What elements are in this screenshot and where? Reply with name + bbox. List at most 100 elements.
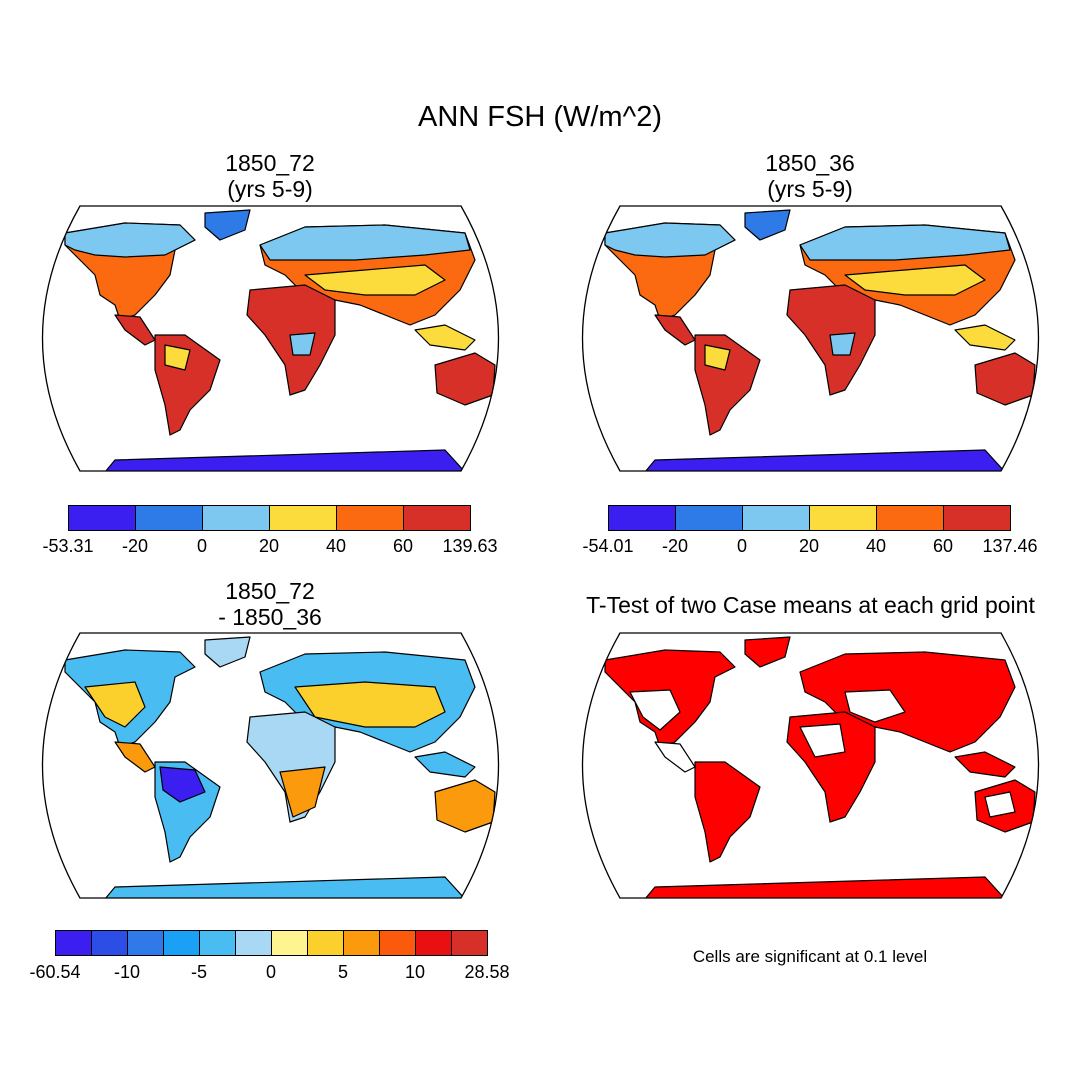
panel1-tick-label: 0	[196, 536, 208, 556]
panel3-colorbar-segment	[56, 931, 92, 955]
panel2-tick-label: -20	[661, 536, 689, 556]
panel3-colorbar	[55, 930, 488, 956]
panel1-tick-label: 60	[392, 536, 414, 556]
eurasia-mid-band	[304, 264, 446, 296]
panel3-colorbar-segment	[92, 931, 128, 955]
central-america-region	[114, 741, 156, 773]
panel3-tick-label: 5	[337, 962, 349, 982]
central-america-region	[114, 314, 156, 346]
africa-south	[279, 766, 326, 818]
panel2-title: 1850_36 (yrs 5-9)	[680, 150, 940, 202]
panel3-colorbar-segment	[200, 931, 236, 955]
greenland-region	[204, 636, 251, 668]
panel3-tick-label: -10	[113, 962, 141, 982]
north-america-north-band	[604, 222, 736, 258]
panel1-tick-label: 139.63	[442, 536, 498, 556]
panel1-colorbar-segment	[203, 506, 270, 530]
panel1-title-line1: 1850_72	[225, 150, 315, 176]
panel2-tick-label: 40	[865, 536, 887, 556]
panel3-colorbar-segment	[344, 931, 380, 955]
panel1-tick-label: 40	[325, 536, 347, 556]
panel2-colorbar-segment	[877, 506, 944, 530]
eurasia-mid-band	[844, 264, 986, 296]
panel2-tick-label: -54.01	[582, 536, 634, 556]
figure-title: ANN FSH (W/m^2)	[418, 101, 662, 133]
eurasia-mid-band	[294, 681, 446, 728]
panel2-colorbar-segment	[676, 506, 743, 530]
panel3-tick-label: -5	[190, 962, 208, 982]
panel2-tick-label: 137.46	[982, 536, 1038, 556]
south-america-inner	[704, 344, 731, 371]
panel2-tick-label: 0	[736, 536, 748, 556]
panel3-title-line1: 1850_72	[225, 578, 315, 604]
panel3-colorbar-segment	[272, 931, 308, 955]
north-america-mid	[84, 681, 146, 728]
antarctica-region	[644, 876, 1006, 898]
panel4-title: T-Test of two Case means at each grid po…	[586, 592, 1035, 618]
antarctica-region	[104, 449, 466, 471]
south-america-region	[694, 761, 761, 863]
greenland-region	[204, 209, 251, 241]
se-asia-region	[954, 324, 1016, 351]
panel1-colorbar-segment	[69, 506, 136, 530]
eurasia-region	[799, 651, 1016, 753]
panel3-title-line2: - 1850_36	[218, 604, 322, 630]
south-america-inner	[164, 344, 191, 371]
panel1-tick-label: -53.31	[42, 536, 94, 556]
greenland-region	[744, 636, 791, 668]
panel2-title-line1: 1850_36	[765, 150, 855, 176]
panel2-colorbar-segment	[743, 506, 810, 530]
panel1-title-line2: (yrs 5-9)	[227, 176, 313, 202]
panel1-colorbar-segment	[337, 506, 404, 530]
antarctica-region	[644, 449, 1006, 471]
south-america-amazon	[159, 766, 206, 803]
panel3-colorbar-segment	[380, 931, 416, 955]
panel3-colorbar-segment	[236, 931, 272, 955]
panel1-colorbar-segment	[270, 506, 337, 530]
panel2-colorbar-segment	[944, 506, 1010, 530]
panel3-tick-label: -60.54	[29, 962, 81, 982]
north-america-insignificant	[629, 689, 681, 731]
eurasia-north-band	[259, 224, 471, 261]
greenland-region	[744, 209, 791, 241]
panel2-colorbar	[608, 505, 1011, 531]
panel2-colorbar-segment	[810, 506, 877, 530]
africa-inner	[289, 332, 316, 356]
panel1-title: 1850_72 (yrs 5-9)	[140, 150, 400, 202]
panel2-map	[581, 205, 1040, 472]
africa-insignificant	[799, 723, 846, 758]
panel2-tick-label: 60	[932, 536, 954, 556]
se-asia-region	[414, 324, 476, 351]
panel2-tick-label: 20	[798, 536, 820, 556]
panel3-tick-label: 10	[404, 962, 426, 982]
se-asia-region	[414, 751, 476, 778]
central-america-region	[654, 741, 696, 773]
panel3-colorbar-segment	[452, 931, 487, 955]
panel2-title-line2: (yrs 5-9)	[767, 176, 853, 202]
central-america-region	[654, 314, 696, 346]
panel1-colorbar-segment	[404, 506, 470, 530]
panel3-title: 1850_72 - 1850_36	[140, 578, 400, 630]
panel1-colorbar	[68, 505, 471, 531]
africa-inner	[829, 332, 856, 356]
panel1-tick-label: -20	[121, 536, 149, 556]
australia-insignificant	[984, 791, 1016, 818]
panel3-colorbar-segment	[416, 931, 452, 955]
panel3-colorbar-segment	[164, 931, 200, 955]
panel3-colorbar-segment	[308, 931, 344, 955]
panel4-map	[581, 632, 1040, 899]
significance-footnote: Cells are significant at 0.1 level	[692, 947, 928, 966]
panel3-map	[41, 632, 500, 899]
panel1-map	[41, 205, 500, 472]
panel3-tick-label: 28.58	[464, 962, 510, 982]
panel3-colorbar-segment	[128, 931, 164, 955]
panel1-colorbar-segment	[136, 506, 203, 530]
se-asia-region	[954, 751, 1016, 778]
eurasia-insignificant	[844, 689, 906, 723]
antarctica-region	[104, 876, 466, 898]
panel2-colorbar-segment	[609, 506, 676, 530]
north-america-north-band	[64, 222, 196, 258]
eurasia-north-band	[799, 224, 1011, 261]
panel3-tick-label: 0	[265, 962, 277, 982]
panel1-tick-label: 20	[258, 536, 280, 556]
